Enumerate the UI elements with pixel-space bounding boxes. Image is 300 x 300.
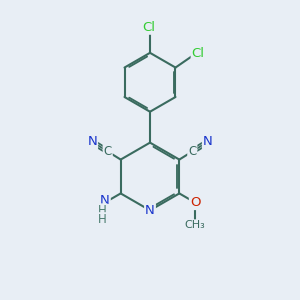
Text: Cl: Cl [192, 47, 205, 60]
Text: N: N [100, 194, 110, 207]
Text: Cl: Cl [142, 21, 155, 34]
Text: N: N [145, 204, 155, 217]
Text: H: H [98, 213, 107, 226]
Text: O: O [190, 196, 200, 209]
Text: N: N [203, 135, 213, 148]
Text: H: H [98, 204, 107, 217]
Text: C: C [188, 145, 196, 158]
Text: N: N [87, 135, 97, 148]
Text: C: C [103, 145, 112, 158]
Text: CH₃: CH₃ [185, 220, 206, 230]
